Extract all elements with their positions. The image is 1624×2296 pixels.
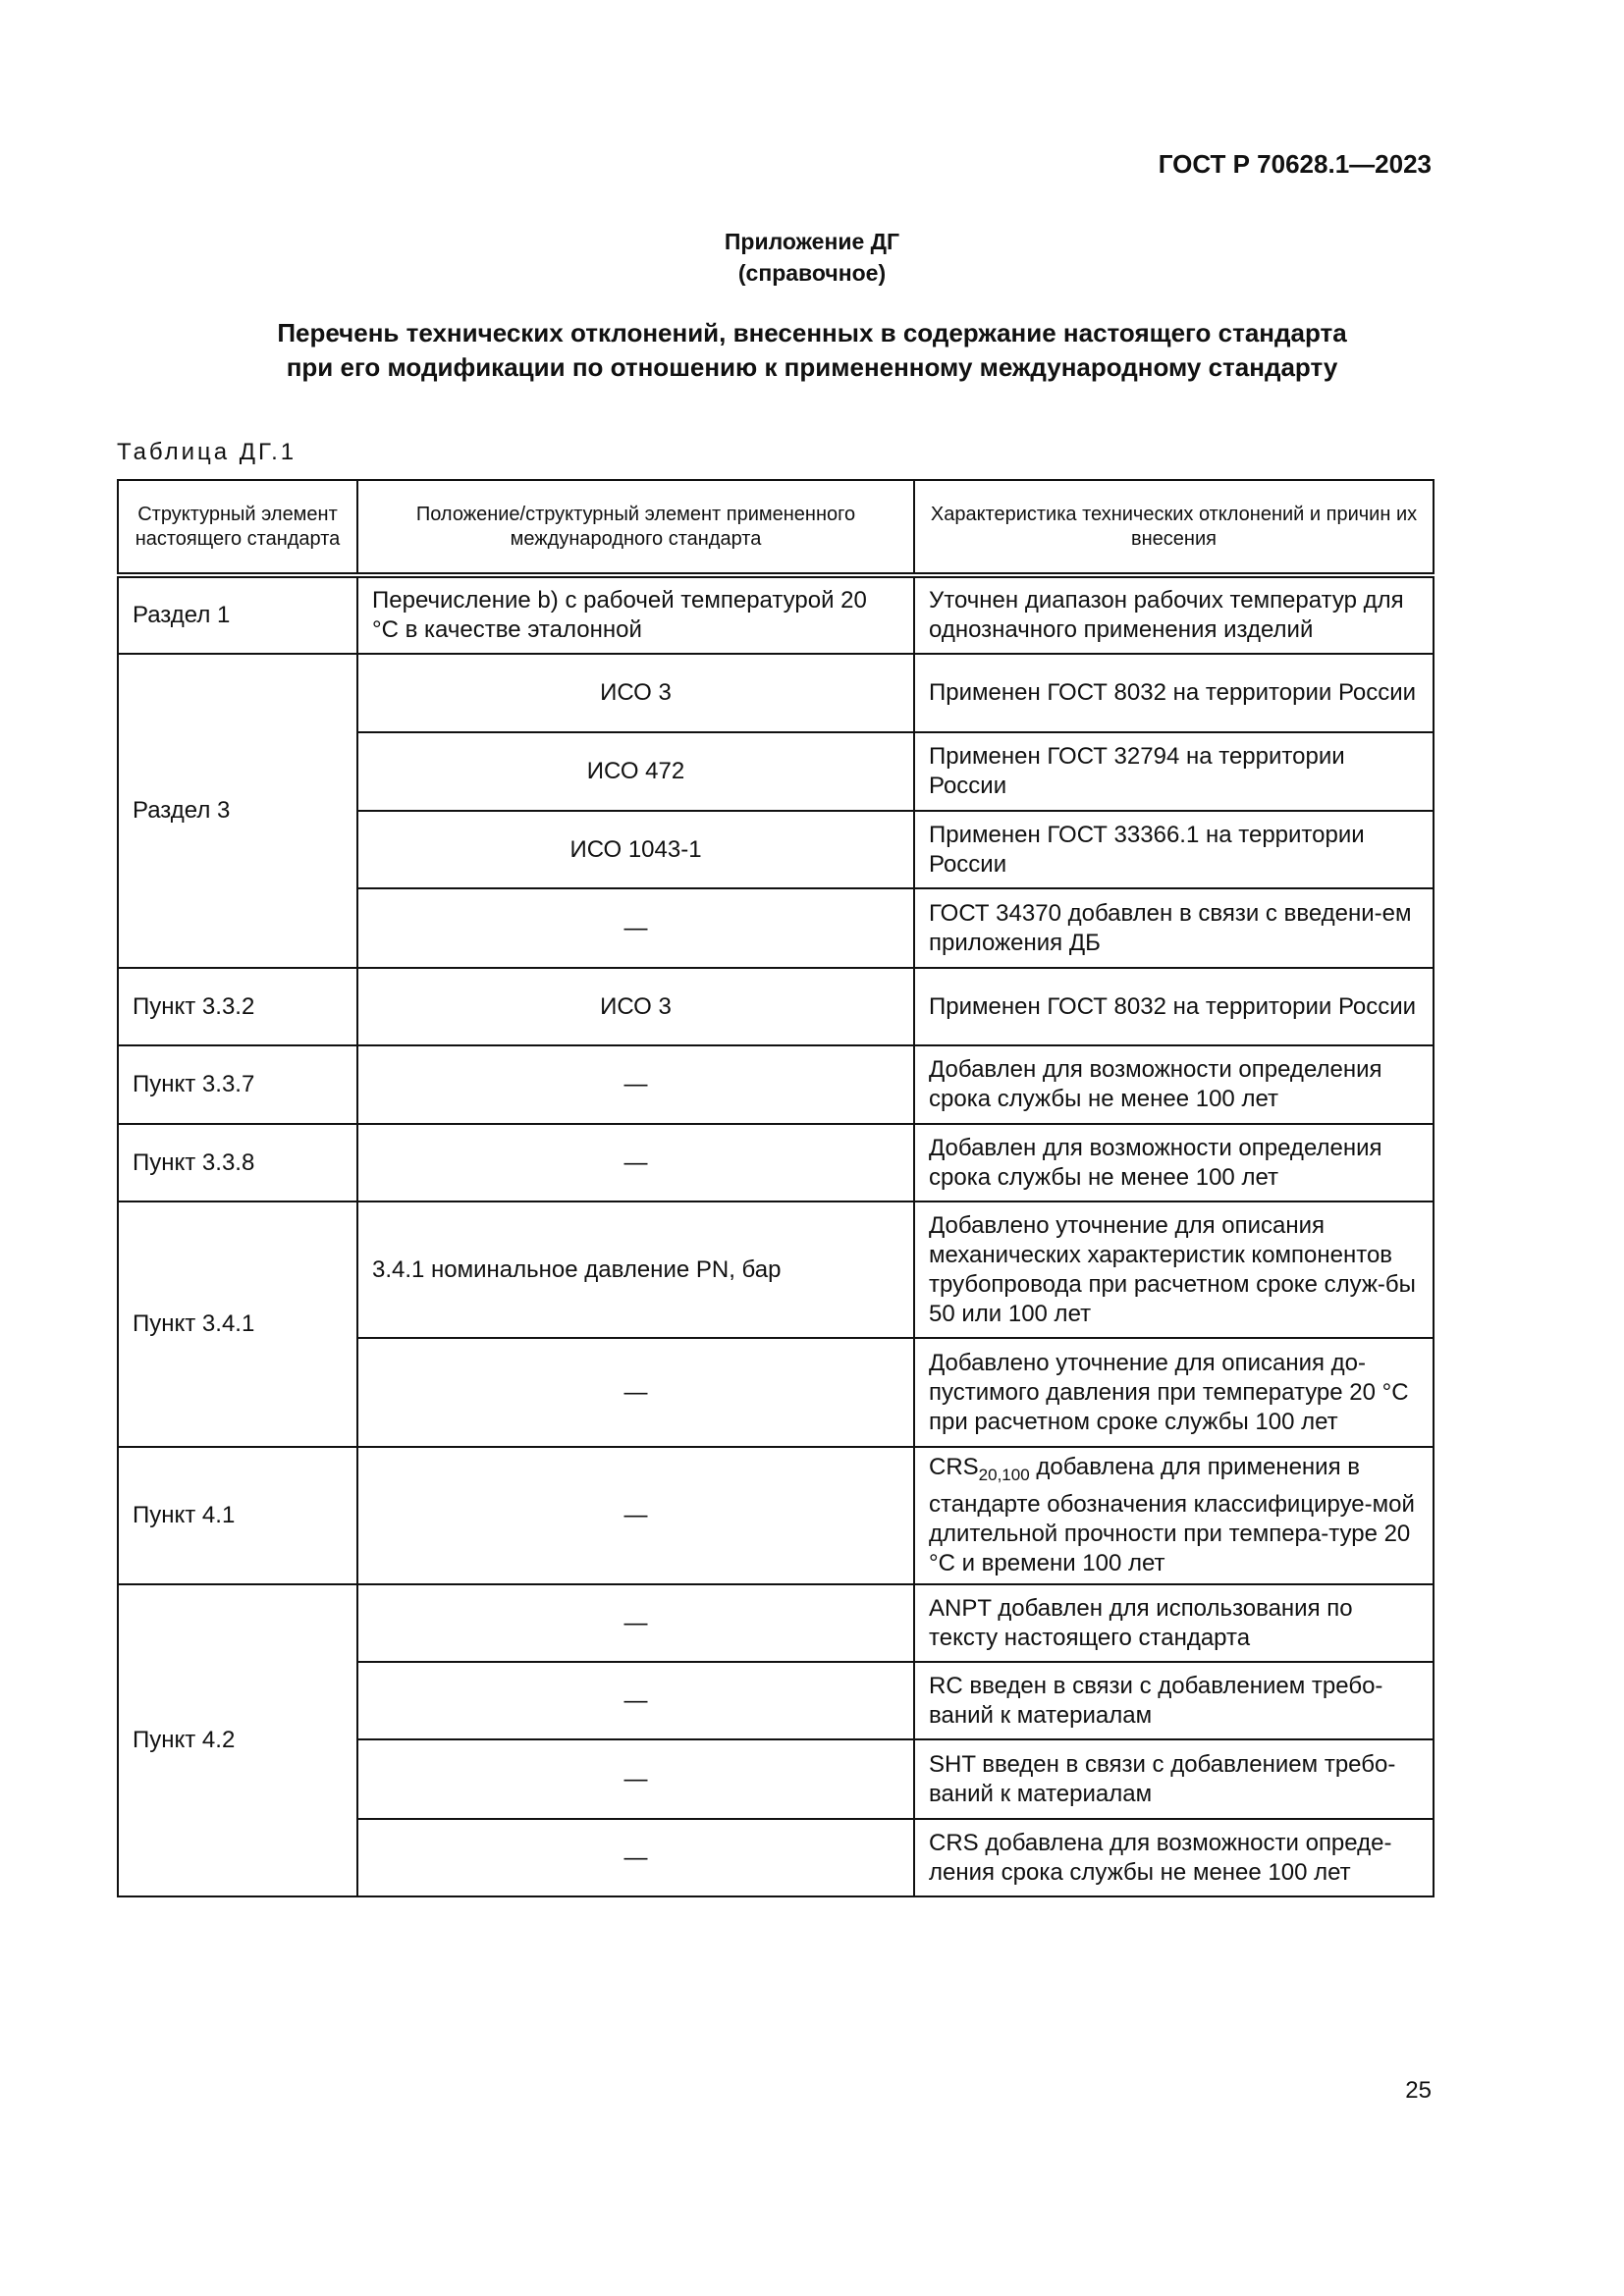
table-row: — RC введен в связи с добавлением требо-в… [118, 1661, 1435, 1740]
annex-title: Приложение ДГ [724, 229, 900, 254]
structural-element-cell: Пункт 3.3.2 [117, 967, 358, 1046]
note-prefix: CRS [929, 1454, 979, 1481]
deviations-table: Структурный элемент настоящего стандарта… [117, 479, 1435, 1897]
table-row: Раздел 3 ИСО 3 Применен ГОСТ 8032 на терри… [117, 653, 1435, 969]
note-text: добавлена для применения в стандарте обо… [929, 1454, 1415, 1576]
table-row: Пункт 3.4.1 3.4.1 номинальное давление PN… [117, 1201, 1435, 1448]
deviation-note-cell: Применен ГОСТ 32794 на территории России [913, 731, 1435, 812]
structural-element-cell: Раздел 3 [117, 653, 358, 969]
column-header: Положение/структурный элемент примененно… [356, 479, 915, 578]
deviation-note-cell: SHT введен в связи с добавлением требо-в… [913, 1738, 1435, 1820]
source-element-cell: ИСО 472 [356, 731, 915, 812]
table-row: — SHT введен в связи с добавлением требо-… [118, 1738, 1435, 1820]
structural-element-cell: Пункт 4.2 [117, 1583, 358, 1897]
table-row: ИСО 472 Применен ГОСТ 32794 на территории… [118, 731, 1435, 812]
source-element-cell: ИСО 1043-1 [356, 810, 915, 889]
source-element-cell: — [356, 1583, 915, 1663]
table-row: Раздел 1 Перечисление b) с рабочей темпер… [117, 574, 1435, 655]
table-row: Пункт 3.3.2 ИСО 3 Применен ГОСТ 8032 на те… [117, 967, 1435, 1046]
document-code: ГОСТ Р 70628.1—2023 [1158, 149, 1432, 179]
source-element-cell: — [356, 887, 915, 969]
source-element-cell: — [356, 1818, 915, 1897]
source-element-cell: — [356, 1446, 915, 1585]
deviation-note-cell: Добавлено уточнение для описания до-пуст… [913, 1337, 1435, 1448]
deviation-note-cell: Добавлен для возможности определения сро… [913, 1044, 1435, 1125]
deviation-note-cell: Добавлен для возможности определения сро… [913, 1123, 1435, 1202]
source-element-cell: — [356, 1044, 915, 1125]
page-number: 25 [1405, 2077, 1432, 2104]
table-row: — ГОСТ 34370 добавлен в связи с введени-е… [118, 887, 1435, 969]
table-row: Пункт 4.1— CRS20,100 добавлена для примен… [117, 1446, 1435, 1585]
table-row: — CRS добавлена для возможности опреде-ле… [118, 1818, 1435, 1897]
deviation-note-cell: ГОСТ 34370 добавлен в связи с введени-ем… [913, 887, 1435, 969]
annex-subject-title: Перечень технических отклонений, внесенн… [0, 316, 1624, 385]
annex-heading: Приложение ДГ (справочное) [0, 226, 1624, 289]
note-subscript: 20,100 [978, 1465, 1030, 1484]
title-line-2: при его модификации по отношению к приме… [286, 352, 1338, 382]
column-header: Структурный элемент настоящего стандарта [117, 479, 358, 578]
annex-kind: (справочное) [737, 260, 887, 286]
structural-element-cell: Пункт 3.3.8 [117, 1123, 358, 1202]
structural-element-cell: Пункт 3.3.7 [117, 1044, 358, 1125]
source-element-cell: ИСО 3 [356, 653, 915, 733]
table-row: Пункт 3.3.7— Добавлен для возможности опр… [117, 1044, 1435, 1125]
table-row: ИСО 1043-1 Применен ГОСТ 33366.1 на терри… [118, 810, 1435, 889]
source-element-cell: — [356, 1123, 915, 1202]
table-row: — Добавлено уточнение для описания до-пус… [118, 1337, 1435, 1448]
table-row: Пункт 4.2— ANPT добавлен для использовани… [117, 1583, 1435, 1897]
deviation-note-cell: Применен ГОСТ 33366.1 на территории Росс… [913, 810, 1435, 889]
deviation-note-cell: Уточнен диапазон рабочих температур для … [913, 574, 1435, 655]
structural-element-cell: Пункт 4.1 [117, 1446, 358, 1585]
deviation-note-cell: CRS20,100 добавлена для применения в ста… [913, 1446, 1435, 1585]
deviation-note-cell: Применен ГОСТ 8032 на территории России [913, 967, 1435, 1046]
structural-element-cell: Раздел 1 [117, 574, 358, 655]
deviation-note-cell: ANPT добавлен для использования по текст… [913, 1583, 1435, 1663]
source-element-cell: — [356, 1661, 915, 1740]
deviation-note-cell: CRS добавлена для возможности опреде-лен… [913, 1818, 1435, 1897]
structural-element-cell: Пункт 3.4.1 [117, 1201, 358, 1448]
table-header-row: Структурный элемент настоящего стандарта… [117, 479, 1435, 578]
table-row: Пункт 3.3.8— Добавлен для возможности опр… [117, 1123, 1435, 1202]
table-caption: Таблица ДГ.1 [117, 439, 298, 465]
column-header: Характеристика технических отклонений и … [913, 479, 1435, 578]
source-element-cell: ИСО 3 [356, 967, 915, 1046]
source-element-cell: Перечисление b) с рабочей температурой 2… [356, 574, 915, 655]
source-element-cell: — [356, 1337, 915, 1448]
title-line-1: Перечень технических отклонений, внесенн… [277, 318, 1347, 347]
source-element-cell: — [356, 1738, 915, 1820]
deviation-note-cell: Добавлено уточнение для описания механич… [913, 1201, 1435, 1339]
deviation-note-cell: Применен ГОСТ 8032 на территории России [913, 653, 1435, 733]
deviation-note-cell: RC введен в связи с добавлением требо-ва… [913, 1661, 1435, 1740]
source-element-cell: 3.4.1 номинальное давление PN, бар [356, 1201, 915, 1339]
